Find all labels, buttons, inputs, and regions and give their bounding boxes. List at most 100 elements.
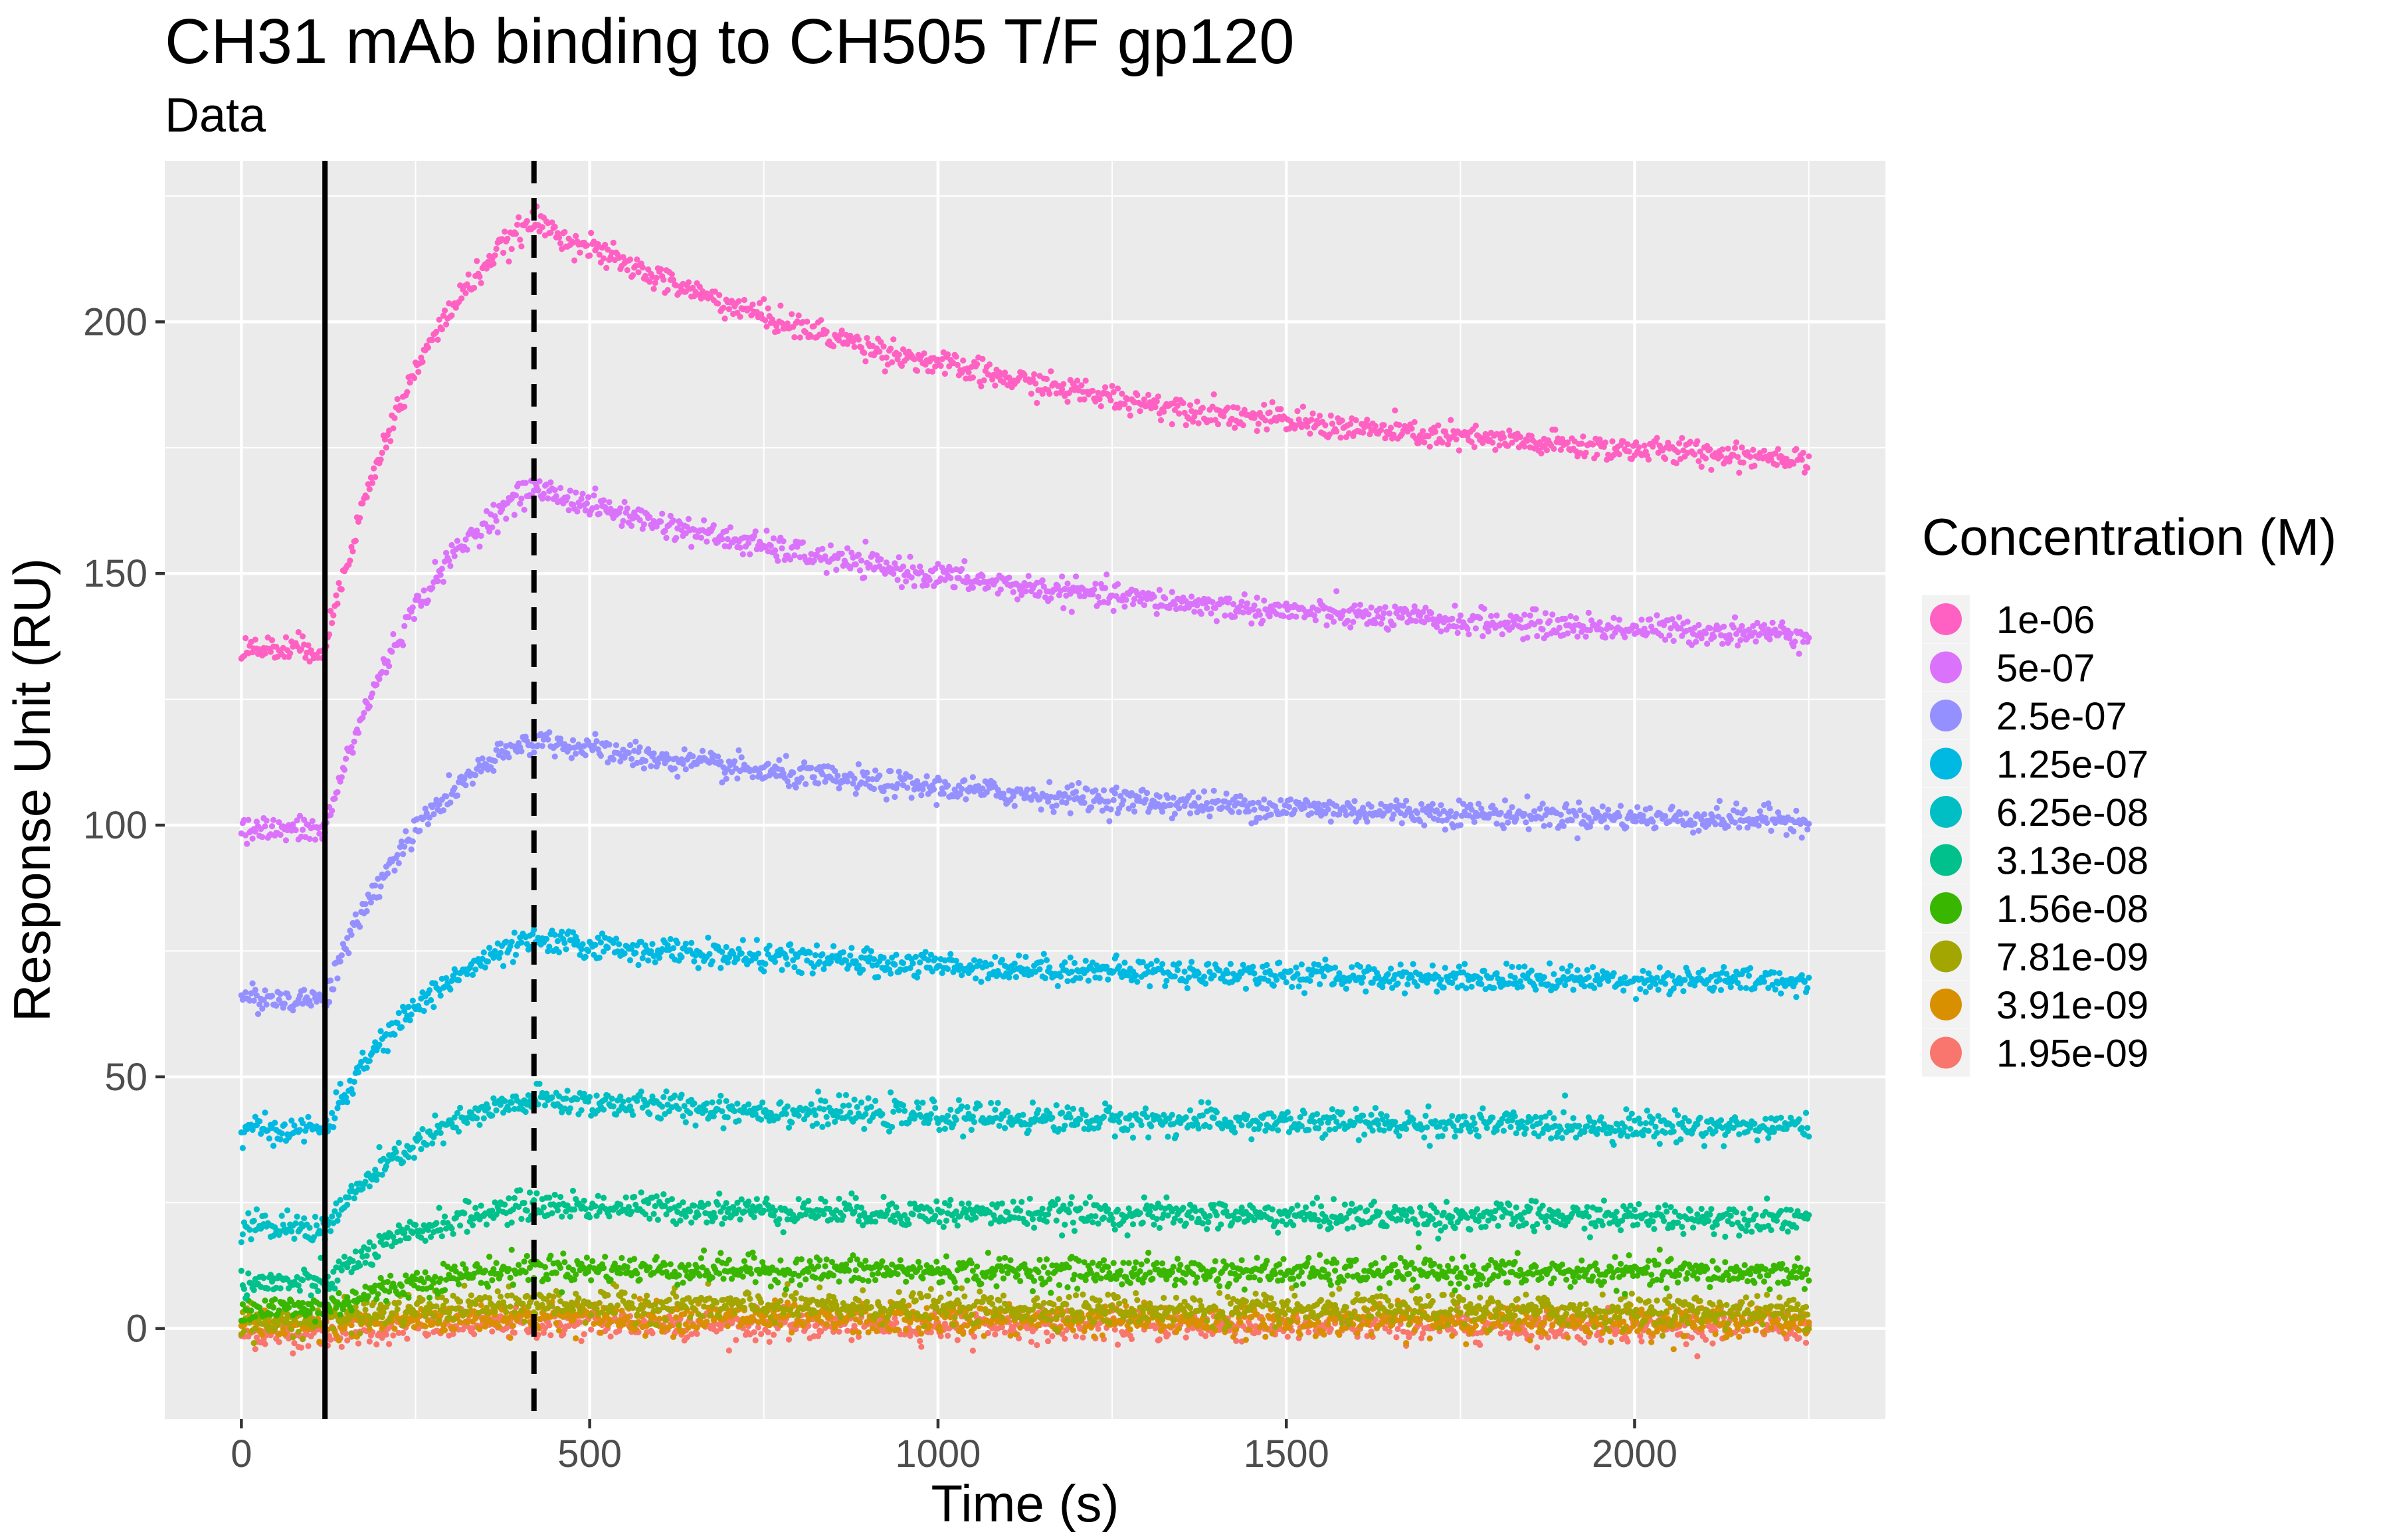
data-point <box>433 1220 440 1226</box>
data-point <box>503 1309 510 1315</box>
data-point <box>682 1213 689 1220</box>
data-point <box>1404 1329 1411 1336</box>
data-point <box>1744 1278 1751 1285</box>
data-point <box>433 1303 440 1309</box>
data-point <box>1346 1321 1353 1327</box>
data-point <box>701 1247 708 1254</box>
data-point <box>332 1285 338 1292</box>
data-point <box>441 1327 448 1333</box>
data-point <box>813 1321 820 1328</box>
data-point <box>573 1271 579 1278</box>
data-point <box>1284 1298 1291 1305</box>
data-point <box>290 1334 296 1341</box>
data-point <box>1462 1275 1468 1282</box>
data-point <box>827 1313 834 1320</box>
data-point <box>1681 1333 1688 1339</box>
data-point <box>1747 1271 1754 1278</box>
data-point <box>367 1315 375 1322</box>
data-point <box>960 1304 967 1311</box>
data-point <box>1034 1295 1040 1301</box>
data-point <box>695 1212 702 1218</box>
data-point <box>583 1254 591 1261</box>
data-point <box>560 1313 567 1320</box>
data-point <box>992 1331 999 1338</box>
data-point <box>330 1325 337 1332</box>
data-point <box>1114 1341 1121 1348</box>
data-point <box>549 1303 555 1309</box>
data-point <box>1056 1282 1062 1288</box>
data-point <box>763 1309 770 1315</box>
data-point <box>673 1294 680 1300</box>
data-point <box>1806 1277 1812 1284</box>
data-point <box>1477 1341 1483 1348</box>
data-point <box>1664 1285 1670 1292</box>
data-point <box>443 1298 450 1304</box>
data-point <box>1161 1323 1167 1329</box>
data-point <box>907 1333 913 1339</box>
data-point <box>298 1344 305 1351</box>
data-point <box>974 1263 981 1270</box>
data-point <box>676 1321 682 1328</box>
data-point <box>1725 1320 1731 1327</box>
data-point <box>1226 1280 1232 1287</box>
data-point <box>516 1262 522 1268</box>
data-point <box>484 1309 492 1316</box>
data-point <box>815 1333 822 1339</box>
data-point <box>1429 1298 1436 1305</box>
data-point <box>747 1296 753 1302</box>
data-point <box>918 1330 925 1337</box>
data-point <box>705 1201 712 1207</box>
data-point <box>502 1201 508 1208</box>
data-point <box>921 1323 927 1329</box>
data-point <box>864 1298 870 1305</box>
data-point <box>1638 1338 1645 1345</box>
data-point <box>716 1191 723 1197</box>
data-point <box>277 1285 284 1292</box>
data-point <box>521 1318 527 1325</box>
data-point <box>680 1329 686 1335</box>
data-point <box>1695 1305 1702 1312</box>
data-point <box>1604 1325 1610 1332</box>
data-point <box>1183 1334 1189 1341</box>
data-point <box>1796 1327 1802 1333</box>
data-point <box>725 1347 732 1354</box>
data-point <box>567 1213 573 1220</box>
data-point <box>656 1315 663 1322</box>
data-point <box>1633 1317 1640 1324</box>
data-point <box>789 1329 795 1336</box>
data-point <box>945 1332 951 1339</box>
data-point <box>1287 1317 1294 1324</box>
data-point <box>1034 1342 1040 1349</box>
data-point <box>1688 1334 1695 1341</box>
data-point <box>855 1298 862 1304</box>
data-point <box>400 1329 407 1336</box>
data-point <box>1286 1325 1292 1331</box>
data-point <box>581 1197 587 1204</box>
data-point <box>557 1194 564 1201</box>
data-point <box>1592 1260 1599 1267</box>
data-point <box>1291 1292 1298 1299</box>
data-point <box>787 1307 794 1313</box>
data-point <box>1333 1259 1340 1266</box>
data-point <box>264 1286 271 1292</box>
data-point <box>606 1213 613 1220</box>
data-point <box>860 1287 866 1294</box>
data-point <box>383 1241 390 1248</box>
data-point <box>1753 1326 1759 1333</box>
data-point <box>793 1290 799 1296</box>
data-point <box>1749 1300 1755 1307</box>
data-point <box>578 1337 585 1345</box>
data-point <box>1054 1328 1061 1335</box>
data-point <box>996 1297 1002 1303</box>
data-point <box>1057 1305 1064 1312</box>
data-point <box>1251 1274 1258 1281</box>
data-point <box>723 1200 729 1206</box>
data-point <box>422 1238 429 1244</box>
data-point <box>270 1304 277 1311</box>
data-point <box>797 1282 803 1288</box>
data-point <box>1449 1256 1456 1262</box>
data-point <box>1642 1270 1649 1276</box>
data-point <box>504 1319 511 1326</box>
data-point <box>1648 1272 1655 1278</box>
